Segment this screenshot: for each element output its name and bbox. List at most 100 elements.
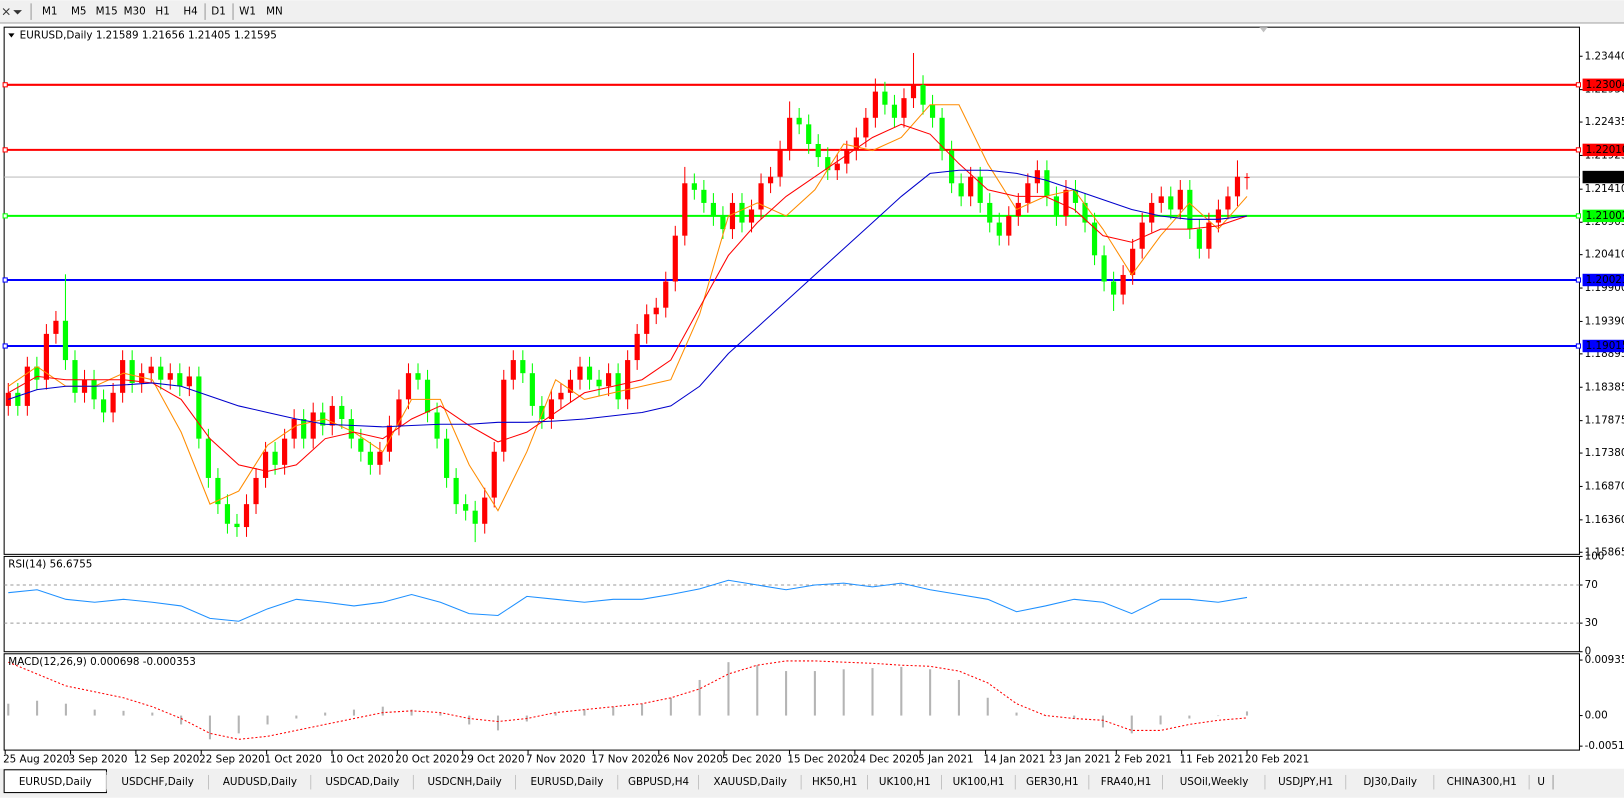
candle-body — [1177, 189, 1183, 210]
tab-label[interactable]: DJ30,Daily — [1363, 776, 1417, 788]
chart-tab[interactable] — [1346, 771, 1435, 792]
chart-tab[interactable] — [208, 771, 312, 792]
candle-body — [1149, 202, 1155, 223]
timeframe-button[interactable]: H4 — [183, 6, 197, 18]
tab-label[interactable]: FRA40,H1 — [1101, 776, 1152, 788]
candle-body — [1025, 183, 1031, 203]
chart-tab[interactable] — [1265, 771, 1347, 792]
candle-body — [834, 163, 840, 171]
chart-tab[interactable] — [1529, 771, 1554, 792]
tab-label[interactable]: UK100,H1 — [879, 776, 931, 788]
tab-label[interactable]: EURUSD,Daily — [19, 776, 92, 788]
tab-label[interactable]: HK50,H1 — [812, 776, 857, 788]
x-tick-label: 3 Sep 2020 — [68, 753, 127, 765]
candle-body — [1196, 229, 1202, 249]
x-tick-label: 22 Sep 2020 — [199, 753, 265, 765]
signal-line — [8, 660, 1248, 740]
candle-body — [158, 366, 164, 380]
candle-body — [977, 176, 983, 203]
histogram-bar — [957, 679, 960, 716]
candle-body — [748, 209, 755, 223]
candle-body — [291, 419, 297, 439]
tab-label[interactable]: GBPUSD,H4 — [628, 776, 689, 788]
candle-body — [701, 189, 707, 203]
candle-body — [262, 451, 269, 478]
candle-body — [1072, 189, 1079, 203]
candle-body — [1063, 189, 1069, 217]
tab-label[interactable]: AUDUSD,Daily — [223, 776, 297, 788]
tab-label[interactable]: USOil,Weekly — [1180, 776, 1249, 788]
chart-tab[interactable] — [413, 771, 516, 792]
tab-label[interactable]: USDCAD,Daily — [325, 776, 399, 788]
candle-body — [1111, 281, 1117, 295]
chart-tab[interactable] — [867, 771, 942, 792]
chart-tab[interactable] — [1434, 771, 1530, 792]
tab-label[interactable]: USDCNH,Daily — [427, 776, 501, 788]
histogram-bar — [64, 703, 67, 716]
candle-body — [1215, 209, 1222, 223]
timeframe-button[interactable]: MN — [266, 6, 283, 18]
candle-body — [272, 451, 278, 465]
y-tick-label: 100 — [1585, 550, 1605, 562]
candle-body — [444, 438, 450, 478]
timeframe-button[interactable]: M30 — [124, 6, 146, 18]
tab-label[interactable]: USDCHF,Daily — [121, 776, 194, 788]
chart-tab[interactable] — [618, 771, 700, 792]
histogram-bar — [900, 666, 903, 716]
chart-tab[interactable] — [515, 771, 619, 792]
candle-body — [615, 373, 621, 400]
level-anchor — [2, 277, 8, 283]
candle-body — [367, 451, 373, 465]
y-tick-label: 1.15865 — [1585, 546, 1624, 558]
level-price-box — [1582, 78, 1624, 92]
candle-body — [1120, 274, 1126, 295]
candle-body — [558, 392, 564, 400]
candle-body — [653, 307, 659, 315]
tab-label[interactable]: CHINA300,H1 — [1447, 776, 1517, 788]
chart-tab[interactable] — [106, 771, 209, 792]
histogram-bar — [122, 710, 125, 716]
level-price-label: 1.21002 — [1586, 210, 1624, 222]
chart-tab[interactable] — [801, 771, 868, 792]
tab-label[interactable]: U — [1537, 776, 1545, 788]
timeframe-button[interactable]: M5 — [71, 6, 87, 18]
tab-label[interactable]: GER30,H1 — [1026, 776, 1079, 788]
tab-label[interactable]: UK100,H1 — [953, 776, 1005, 788]
candle-body — [453, 477, 459, 505]
pane-title: EURUSD,Daily 1.21589 1.21656 1.21405 1.2… — [20, 29, 277, 41]
chart-tab[interactable] — [1015, 771, 1090, 792]
timeframe-button[interactable]: M1 — [42, 6, 58, 18]
toolbar-icon[interactable] — [2, 8, 22, 16]
chart-tab[interactable] — [1162, 771, 1266, 792]
timeframe-button[interactable]: W1 — [239, 6, 256, 18]
candle-body — [243, 504, 250, 528]
candle-body — [567, 379, 574, 393]
candle-body — [320, 412, 326, 426]
candle-body — [24, 366, 30, 406]
candle-body — [796, 117, 802, 125]
tab-label[interactable]: EURUSD,Daily — [531, 776, 604, 788]
candle-body — [968, 176, 974, 197]
timeframe-button[interactable]: H1 — [155, 6, 169, 18]
tab-label[interactable]: USDJPY,H1 — [1278, 776, 1333, 788]
chart-tab[interactable] — [1089, 771, 1163, 792]
histogram-bar — [612, 706, 615, 716]
candle-body — [1168, 196, 1174, 210]
x-tick-label: 24 Dec 2020 — [853, 753, 919, 765]
candle-body — [844, 150, 850, 164]
chart-tab[interactable] — [941, 771, 1016, 792]
candle-body — [596, 379, 602, 387]
indicator-line — [8, 579, 1248, 622]
candle-body — [691, 183, 697, 190]
candle-body — [605, 373, 612, 387]
candle-body — [34, 366, 40, 380]
histogram-bar — [381, 706, 384, 716]
candle-body — [806, 124, 812, 144]
chart-tab[interactable] — [699, 771, 802, 792]
tab-label[interactable]: XAUUSD,Daily — [714, 776, 787, 788]
candle-body — [491, 451, 497, 498]
y-tick-label: 1.19390 — [1585, 315, 1624, 327]
chart-tab[interactable] — [311, 771, 414, 792]
timeframe-button[interactable]: D1 — [211, 6, 226, 18]
timeframe-button[interactable]: M15 — [96, 6, 118, 18]
